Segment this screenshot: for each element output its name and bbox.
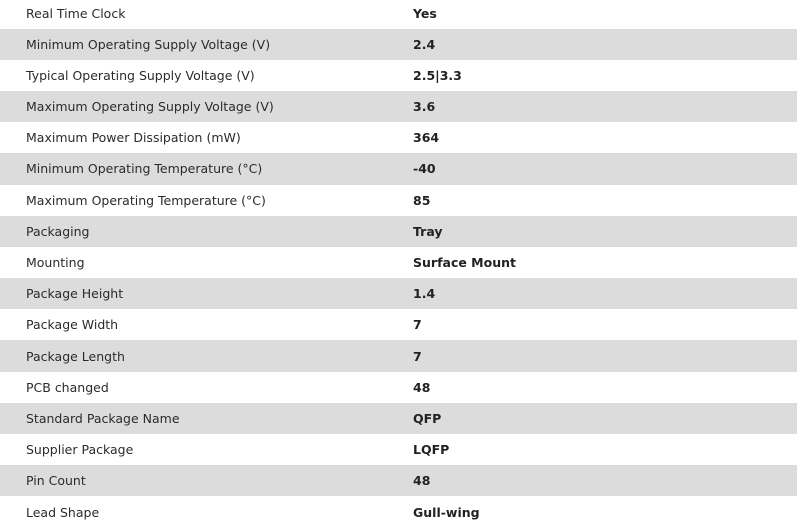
spec-value: 48	[413, 379, 431, 395]
spec-row: Maximum Operating Temperature (°C) 85	[0, 185, 797, 216]
spec-row: Package Length 7	[0, 340, 797, 372]
spec-label: Lead Shape	[26, 504, 100, 520]
spec-row: Minimum Operating Supply Voltage (V) 2.4	[0, 28, 797, 60]
spec-value: Gull-wing	[413, 504, 480, 520]
spec-value: Surface Mount	[413, 255, 516, 270]
spec-label: Typical Operating Supply Voltage (V)	[26, 67, 255, 83]
spec-value: 2.5|3.3	[413, 67, 462, 83]
spec-label: Maximum Operating Supply Voltage (V)	[26, 99, 274, 115]
spec-value: QFP	[413, 410, 442, 426]
spec-label: Mounting	[26, 255, 85, 270]
spec-value: Yes	[413, 5, 437, 21]
spec-row: Mounting Surface Mount	[0, 247, 797, 278]
spec-row: Typical Operating Supply Voltage (V) 2.5|…	[0, 60, 797, 91]
spec-label: Pin Count	[26, 473, 86, 489]
spec-label: Package Height	[26, 286, 124, 302]
spec-value: 7	[413, 317, 422, 333]
spec-label: Real Time Clock	[26, 5, 126, 21]
spec-row: Package Width 7	[0, 309, 797, 340]
spec-value: 364	[413, 130, 440, 146]
spec-value: LQFP	[413, 442, 450, 458]
spec-row: Packaging Tray	[0, 215, 797, 247]
spec-row: Lead Shape Gull-wing	[0, 496, 797, 527]
spec-label: Supplier Package	[26, 442, 134, 458]
spec-value: 48	[413, 473, 431, 489]
spec-label: Minimum Operating Supply Voltage (V)	[26, 36, 271, 52]
spec-value: 3.6	[413, 99, 436, 115]
spec-label: Maximum Power Dissipation (mW)	[26, 130, 241, 146]
spec-value: 2.4	[413, 36, 436, 52]
spec-row: PCB changed 48	[0, 372, 797, 403]
spec-label: Package Width	[26, 317, 119, 333]
spec-value: 85	[413, 192, 431, 208]
spec-label: PCB changed	[26, 379, 109, 395]
spec-value: -40	[413, 161, 436, 177]
spec-label: Standard Package Name	[26, 410, 180, 426]
spec-value: Tray	[413, 223, 443, 239]
spec-label: Packaging	[26, 223, 90, 239]
spec-row: Maximum Power Dissipation (mW) 364	[0, 122, 797, 153]
spec-row: Supplier Package LQFP	[0, 434, 797, 465]
spec-row: Package Height 1.4	[0, 278, 797, 310]
spec-row: Real Time Clock Yes	[0, 0, 797, 29]
spec-label: Maximum Operating Temperature (°C)	[26, 192, 266, 208]
spec-value: 7	[413, 348, 422, 364]
spec-value: 1.4	[413, 286, 436, 302]
spec-row: Minimum Operating Temperature (°C) -40	[0, 153, 797, 185]
spec-row: Maximum Operating Supply Voltage (V) 3.6	[0, 90, 797, 123]
spec-label: Minimum Operating Temperature (°C)	[26, 161, 263, 177]
spec-row: Pin Count 48	[0, 465, 797, 497]
spec-row: Standard Package Name QFP	[0, 402, 797, 435]
spec-label: Package Length	[26, 348, 125, 364]
